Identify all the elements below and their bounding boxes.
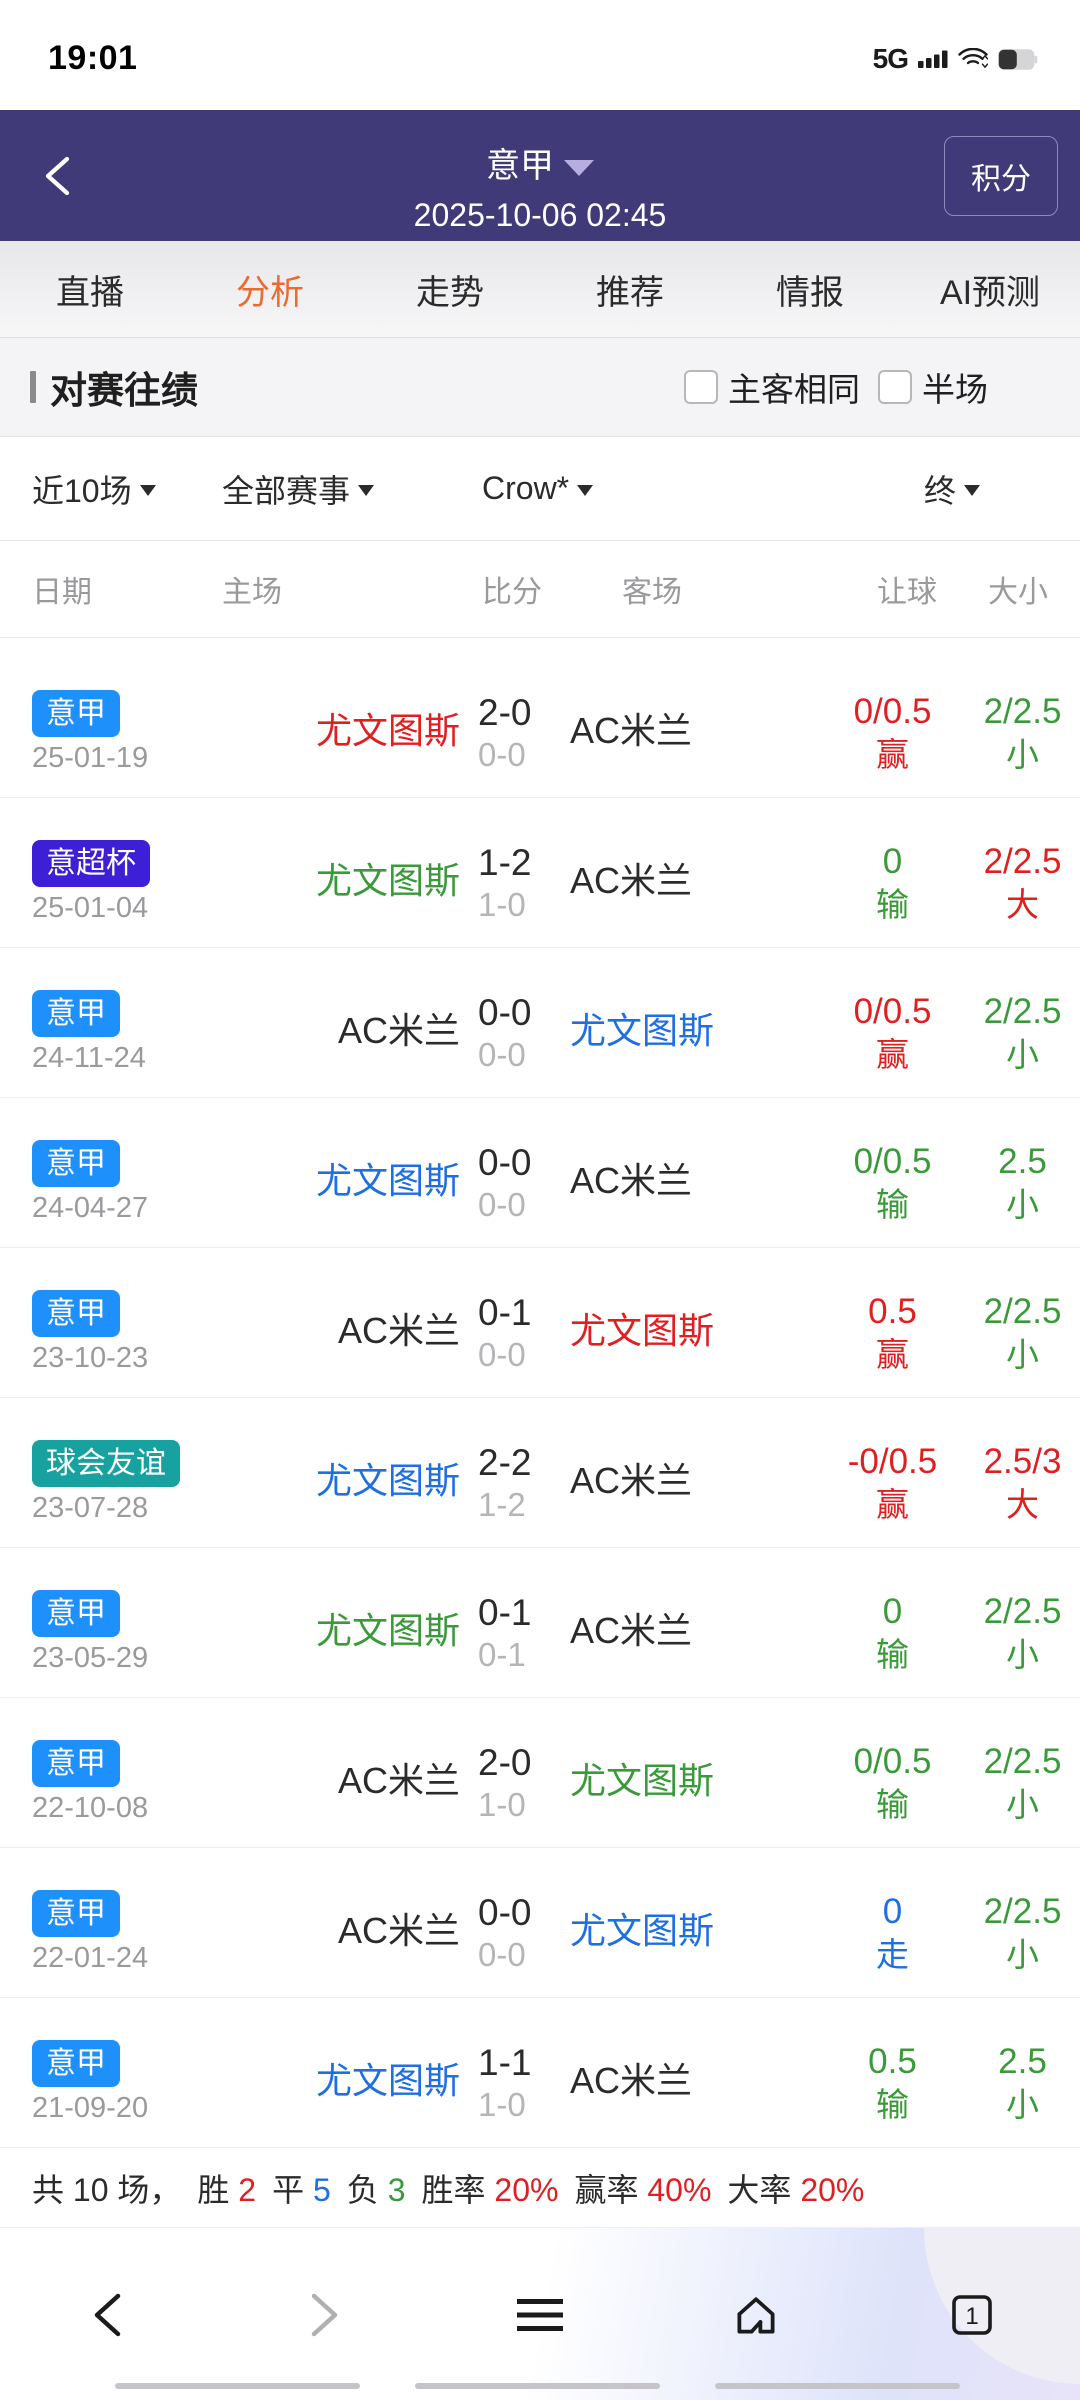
svg-text:1: 1 — [965, 2303, 978, 2330]
